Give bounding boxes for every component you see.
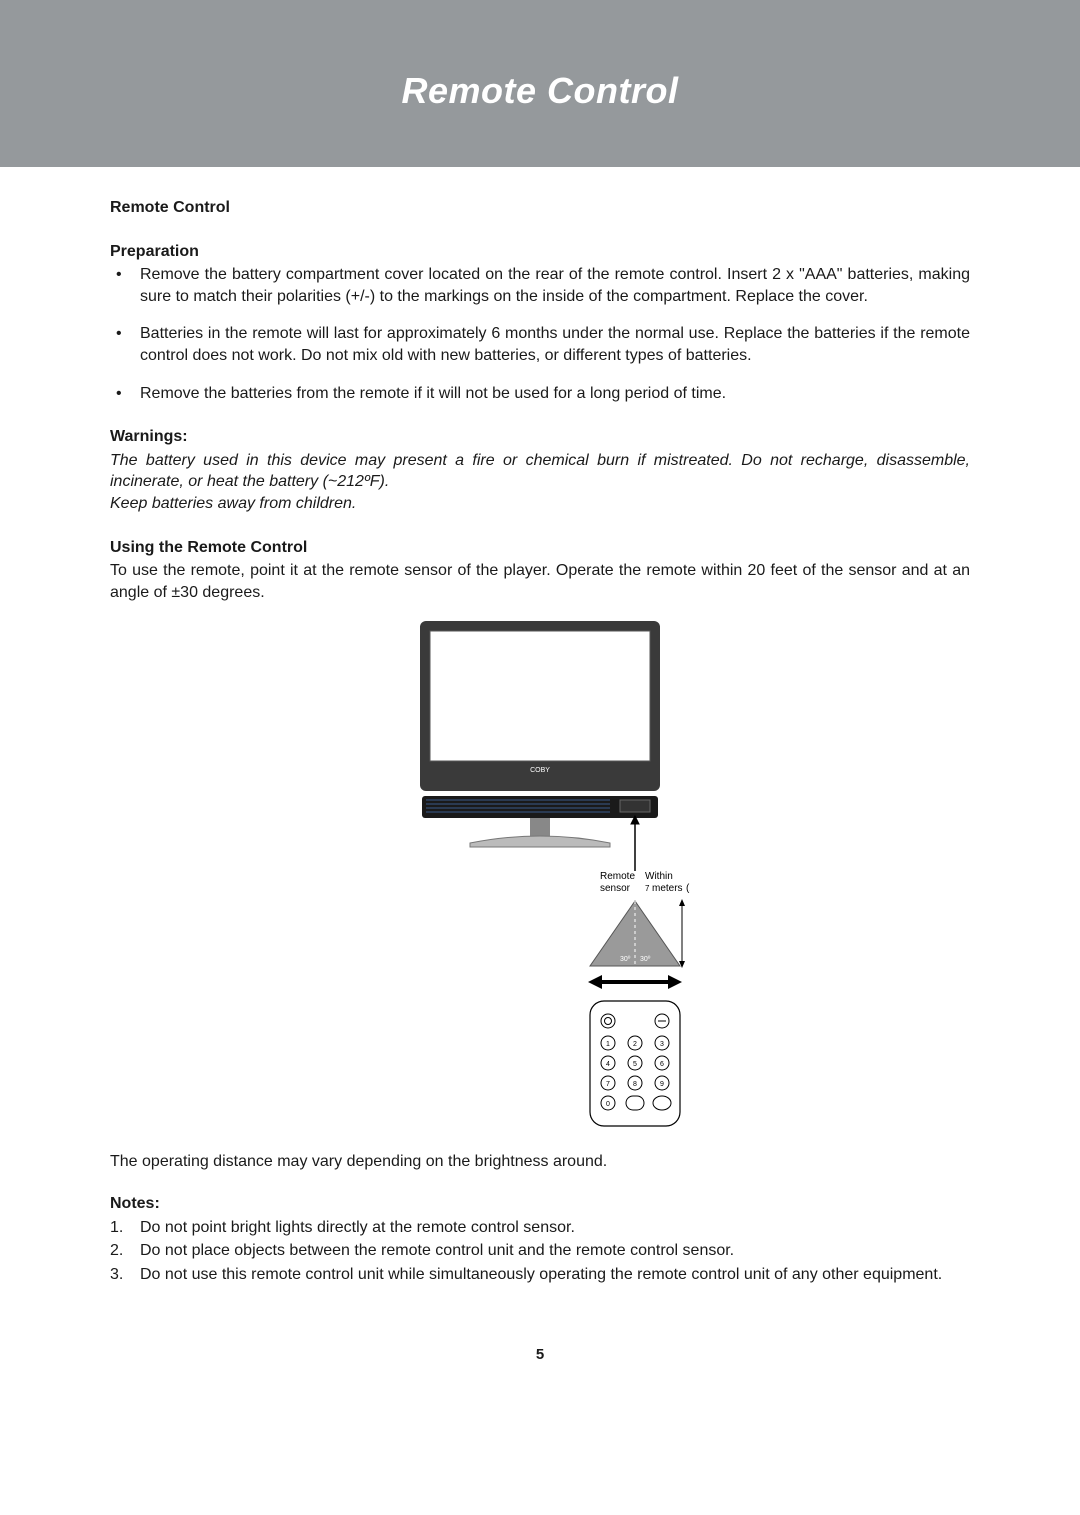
range-cone-icon: 30º 30º bbox=[590, 899, 685, 968]
warnings-heading: Warnings: bbox=[110, 426, 970, 448]
remote-key-label: 2 bbox=[633, 1041, 637, 1048]
remote-icon: 1 2 3 4 5 6 7 8 9 0 bbox=[590, 1001, 680, 1126]
diagram-container: COBY Remote sensor Within 7 meters (20 f… bbox=[110, 611, 970, 1131]
monitor-icon: COBY bbox=[420, 621, 660, 847]
sensor-label-line2: sensor bbox=[600, 883, 631, 894]
using-heading: Using the Remote Control bbox=[110, 537, 970, 559]
remote-key-label: 0 bbox=[606, 1101, 610, 1108]
remote-key-label: 3 bbox=[660, 1041, 664, 1048]
remote-key-label: 1 bbox=[606, 1041, 610, 1048]
preparation-item: Remove the batteries from the remote if … bbox=[110, 383, 970, 405]
preparation-heading: Preparation bbox=[110, 241, 970, 263]
within-label-meters: meters bbox=[652, 883, 683, 894]
page-number: 5 bbox=[110, 1345, 970, 1365]
warnings-text-1: The battery used in this device may pres… bbox=[110, 450, 970, 493]
remote-key-label: 9 bbox=[660, 1081, 664, 1088]
monitor-brand-label: COBY bbox=[530, 767, 550, 774]
remote-diagram: COBY Remote sensor Within 7 meters (20 f… bbox=[390, 611, 690, 1131]
preparation-item: Remove the battery compartment cover loc… bbox=[110, 264, 970, 307]
angle-right-label: 30º bbox=[640, 956, 651, 963]
within-label-line1: Within bbox=[645, 871, 673, 882]
preparation-list: Remove the battery compartment cover loc… bbox=[110, 264, 970, 404]
remote-key-label: 4 bbox=[606, 1061, 610, 1068]
angle-left-label: 30º bbox=[620, 956, 631, 963]
remote-key-label: 7 bbox=[606, 1081, 610, 1088]
remote-key-label: 6 bbox=[660, 1061, 664, 1068]
sensor-label-line1: Remote bbox=[600, 871, 635, 882]
using-body: To use the remote, point it at the remot… bbox=[110, 560, 970, 603]
notes-heading: Notes: bbox=[110, 1193, 970, 1215]
note-item: Do not use this remote control unit whil… bbox=[110, 1264, 970, 1286]
note-item: Do not place objects between the remote … bbox=[110, 1240, 970, 1262]
width-arrow-icon bbox=[588, 975, 682, 989]
operating-distance-text: The operating distance may vary dependin… bbox=[110, 1151, 970, 1173]
within-label-7: 7 bbox=[645, 884, 650, 893]
remote-key-label: 5 bbox=[633, 1061, 637, 1068]
note-item: Do not point bright lights directly at t… bbox=[110, 1217, 970, 1239]
notes-list: Do not point bright lights directly at t… bbox=[110, 1217, 970, 1286]
page-header-title: Remote Control bbox=[0, 70, 1080, 112]
remote-key-label: 8 bbox=[633, 1081, 637, 1088]
header-band: Remote Control bbox=[0, 0, 1080, 167]
preparation-item: Batteries in the remote will last for ap… bbox=[110, 323, 970, 366]
warnings-text-2: Keep batteries away from children. bbox=[110, 493, 970, 515]
section-title: Remote Control bbox=[110, 197, 970, 219]
sensor-arrow-icon bbox=[631, 816, 639, 871]
within-label-feet: (20 feet) bbox=[686, 883, 690, 894]
content-area: Remote Control Preparation Remove the ba… bbox=[0, 167, 1080, 1406]
